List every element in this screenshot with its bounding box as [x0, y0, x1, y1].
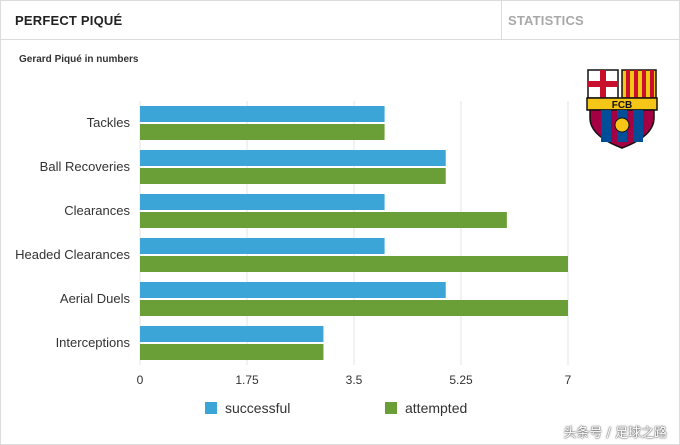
- crest-stripe: [650, 70, 654, 98]
- tab-statistics[interactable]: STATISTICS: [508, 13, 584, 28]
- bar-successful: [140, 194, 385, 210]
- crest-blue-stripe: [601, 110, 611, 142]
- bar-successful: [140, 106, 385, 122]
- x-tick-label: 1.75: [235, 373, 259, 387]
- x-tick-label: 7: [565, 373, 572, 387]
- x-tick-label: 0: [137, 373, 144, 387]
- bar-successful: [140, 150, 446, 166]
- category-label: Interceptions: [56, 335, 131, 350]
- x-tick-label: 3.5: [346, 373, 363, 387]
- category-label: Tackles: [87, 115, 131, 130]
- crest-blue-stripe: [633, 110, 643, 142]
- x-tick-label: 5.25: [449, 373, 473, 387]
- legend-attempted-label: attempted: [405, 400, 467, 416]
- category-label: Clearances: [64, 203, 130, 218]
- bar-attempted: [140, 212, 507, 228]
- bar-successful: [140, 238, 385, 254]
- header-bar: PERFECT PIQUÉ STATISTICS: [1, 1, 679, 40]
- crest-text: FCB: [612, 100, 633, 111]
- bar-successful: [140, 326, 324, 342]
- page-title: PERFECT PIQUÉ: [15, 13, 123, 28]
- bar-successful: [140, 282, 446, 298]
- crest-stripe: [634, 70, 638, 98]
- fc-barcelona-crest-icon: FCB: [586, 69, 658, 149]
- legend-successful-label: successful: [225, 400, 290, 416]
- category-label: Headed Clearances: [15, 247, 130, 262]
- crest-stripe: [642, 70, 646, 98]
- bar-attempted: [140, 168, 446, 184]
- chart-subtitle: Gerard Piqué in numbers: [19, 54, 139, 65]
- bar-attempted: [140, 300, 568, 316]
- bar-attempted: [140, 124, 385, 140]
- crest-stripe: [626, 70, 630, 98]
- header-divider: [501, 1, 502, 39]
- legend-successful-swatch: [205, 402, 217, 414]
- legend-attempted-swatch: [385, 402, 397, 414]
- bar-attempted: [140, 256, 568, 272]
- category-label: Ball Recoveries: [40, 159, 131, 174]
- category-label: Aerial Duels: [60, 291, 131, 306]
- watermark: 头条号 / 足球之路: [563, 426, 667, 441]
- bar-attempted: [140, 344, 324, 360]
- crest-ball: [614, 117, 630, 133]
